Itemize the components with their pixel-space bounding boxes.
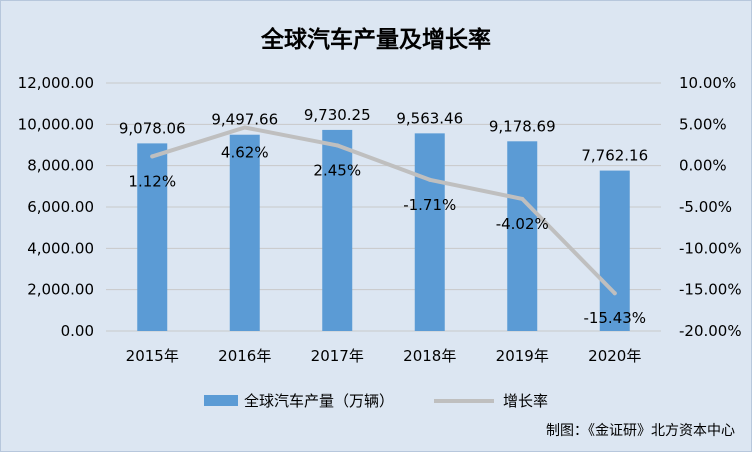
y-left-tick-label: 4,000.00 <box>27 239 94 257</box>
rate-value-label: 4.62% <box>221 143 269 161</box>
source-note: 制图：《金证研》北方资本中心 <box>546 423 735 439</box>
bar <box>599 170 630 331</box>
y-right-tick-label: -5.00% <box>679 198 732 216</box>
legend-bar-label: 全球汽车产量（万辆） <box>244 392 394 410</box>
bar <box>137 143 168 331</box>
bar-value-label: 7,762.16 <box>581 147 648 165</box>
x-tick-label: 2015年 <box>126 347 179 365</box>
bar-value-label: 9,563.46 <box>396 109 463 127</box>
bar-value-label: 9,730.25 <box>304 106 371 124</box>
growth-line <box>150 125 617 296</box>
y-left-tick-label: 10,000.00 <box>18 115 94 133</box>
rate-value-label: -1.71% <box>403 196 456 214</box>
bar <box>229 134 260 331</box>
bar <box>414 133 445 331</box>
legend-line-label: 增长率 <box>503 392 548 410</box>
y-left-tick-label: 2,000.00 <box>27 281 94 299</box>
grid-lines <box>106 82 661 332</box>
line-point <box>427 177 432 182</box>
x-tick-label: 2016年 <box>218 347 271 365</box>
line-point <box>150 154 155 159</box>
bar-value-label: 9,497.66 <box>211 111 278 129</box>
chart-title: 全球汽车产量及增长率 <box>260 26 491 53</box>
bar-series <box>137 129 630 331</box>
y-axis-left: 0.00 2,000.00 4,000.00 6,000.00 8,000.00 10,0… <box>18 74 94 340</box>
x-tick-label: 2019年 <box>496 347 549 365</box>
y-left-tick-label: 0.00 <box>61 322 94 340</box>
rate-value-label: 2.45% <box>313 161 361 179</box>
y-right-tick-label: 5.00% <box>679 115 727 133</box>
rate-value-label: 1.12% <box>128 172 176 190</box>
y-left-tick-label: 8,000.00 <box>27 157 94 175</box>
y-right-tick-label: -20.00% <box>679 322 742 340</box>
bar <box>507 141 538 331</box>
x-axis: 2015年 2016年 2017年 2018年 2019年 2020年 <box>126 347 642 365</box>
y-left-tick-label: 12,000.00 <box>18 74 94 92</box>
data-labels: 9,078.06 9,497.66 9,730.25 9,563.46 9,178.69… <box>119 106 648 327</box>
y-left-tick-label: 6,000.00 <box>27 198 94 216</box>
y-right-tick-label: 10.00% <box>679 74 736 92</box>
rate-value-label: -15.43% <box>583 309 646 327</box>
line-point <box>242 125 247 130</box>
y-right-tick-label: 0.00% <box>679 157 727 175</box>
y-right-tick-label: -15.00% <box>679 281 742 299</box>
bar <box>322 129 353 331</box>
legend: 全球汽车产量（万辆） 增长率 <box>204 392 548 410</box>
line-point <box>612 291 617 296</box>
line-series <box>150 125 617 296</box>
x-tick-label: 2018年 <box>403 347 456 365</box>
line-point <box>520 196 525 201</box>
x-tick-label: 2017年 <box>311 347 364 365</box>
y-right-tick-label: -10.00% <box>679 239 742 257</box>
legend-bar-swatch <box>204 395 238 406</box>
y-axis-right: -20.00% -15.00% -10.00% -5.00% 0.00% 5.00% 10.… <box>679 74 742 340</box>
bar-value-label: 9,078.06 <box>119 119 186 137</box>
rate-value-label: -4.02% <box>496 215 549 233</box>
line-point <box>335 143 340 148</box>
bar-value-label: 9,178.69 <box>489 117 556 135</box>
x-tick-label: 2020年 <box>588 347 641 365</box>
